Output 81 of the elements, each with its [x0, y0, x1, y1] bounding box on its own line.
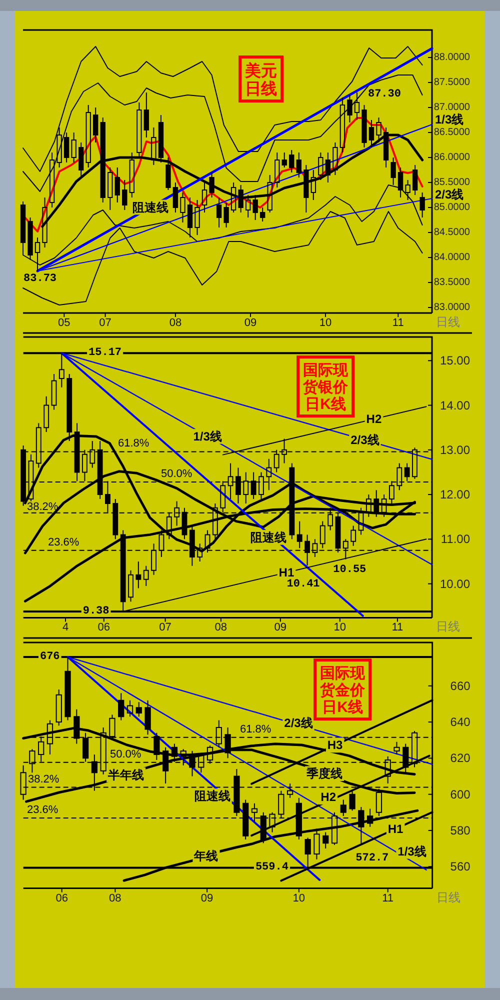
- y-tick-label: 84.0000: [434, 252, 470, 263]
- x-tick-label: 11: [392, 622, 404, 634]
- x-axis-title: 日线: [436, 620, 460, 634]
- annotation: 38.2%: [27, 500, 58, 513]
- x-tick-label: 07: [99, 317, 112, 329]
- y-tick-label: 86.0000: [434, 152, 470, 163]
- x-tick-label: 07: [159, 622, 172, 634]
- x-tick-label: 06: [56, 892, 68, 904]
- x-tick-label: 05: [58, 317, 70, 329]
- series-label: 阻速线: [132, 200, 169, 214]
- x-tick-label: 08: [169, 317, 182, 329]
- series-label: 1/3线: [435, 112, 464, 126]
- ref-line-label: 15.17: [88, 347, 122, 360]
- annotation: 87.30: [368, 88, 401, 100]
- y-tick-label: 83.5000: [434, 277, 470, 288]
- x-tick-label: 09: [200, 892, 214, 904]
- series-label: H2: [366, 412, 382, 426]
- ref-line-label: 676: [40, 650, 60, 663]
- y-tick-label: 560: [450, 860, 471, 874]
- series-label: 2/3线: [350, 433, 380, 448]
- x-tick-label: 11: [392, 317, 404, 329]
- x-tick-label: 09: [274, 622, 287, 634]
- y-tick-label: 580: [450, 823, 471, 838]
- y-tick-label: 85.5000: [434, 177, 470, 188]
- annotation: 23.6%: [27, 804, 58, 816]
- y-tick-label: 640: [450, 715, 471, 730]
- series-label: 年线: [193, 848, 218, 863]
- x-tick-label: 08: [214, 622, 228, 634]
- annotation: 23.6%: [48, 536, 80, 548]
- x-tick-label: 10: [334, 622, 346, 634]
- annotation: 572.7: [356, 852, 389, 865]
- annotation: 50.0%: [161, 468, 192, 480]
- ref-line-label: 9.38: [82, 605, 110, 618]
- text: 美元日线: [244, 61, 277, 98]
- series-label: 1/3线: [398, 844, 426, 858]
- ref-line-label: 559.4: [255, 862, 289, 874]
- y-tick-label: 620: [450, 751, 471, 766]
- y-tick-label: 84.5000: [434, 227, 470, 238]
- y-tick-label: 88.0000: [434, 52, 470, 63]
- y-tick-label: 14.00: [440, 398, 470, 412]
- x-tick-label: 08: [109, 892, 122, 904]
- series-label: 季度线: [306, 766, 343, 781]
- y-tick-label: 10.00: [440, 576, 470, 591]
- series-label: H2: [320, 790, 336, 804]
- x-tick-label: 11: [382, 892, 394, 904]
- y-tick-label: 660: [450, 678, 471, 693]
- series-label: 2/3线: [284, 716, 313, 730]
- series-label: H1: [388, 822, 404, 836]
- y-tick-label: 87.0000: [434, 102, 470, 113]
- x-axis-title: 日线: [436, 890, 460, 904]
- series-label: 阻速线: [194, 788, 230, 803]
- x-axis-title: 日线: [436, 315, 460, 329]
- series-label: H1: [278, 565, 294, 580]
- y-tick-label: 11.00: [440, 532, 470, 546]
- annotation: 10.41: [286, 578, 320, 590]
- annotation: 61.8%: [118, 438, 150, 450]
- y-tick-label: 13.00: [440, 442, 470, 457]
- annotation: 50.0%: [110, 748, 142, 760]
- y-tick-label: 12.00: [440, 488, 470, 502]
- y-tick-label: 83.0000: [434, 302, 470, 313]
- series-label: 半年线: [107, 768, 144, 782]
- annotation: 83.73: [24, 273, 57, 285]
- annotation: 38.2%: [28, 773, 60, 786]
- x-tick-label: 09: [244, 317, 257, 329]
- x-tick-label: 10: [319, 317, 332, 329]
- x-tick-label: 4: [62, 622, 69, 634]
- y-tick-label: 600: [450, 787, 471, 802]
- x-tick-label: 10: [292, 892, 306, 904]
- series-label: H3: [327, 738, 344, 752]
- series-label: 阻速线: [250, 530, 286, 544]
- y-tick-label: 86.5000: [434, 127, 470, 138]
- annotation: 10.55: [333, 564, 367, 576]
- y-tick-label: 15.00: [440, 354, 470, 368]
- series-label: 2/3线: [435, 188, 464, 202]
- y-tick-label: 85.0000: [434, 202, 470, 213]
- series-label: 1/3线: [193, 429, 222, 444]
- text: 国际现货金价日K线: [319, 665, 366, 716]
- annotation: 61.8%: [240, 723, 272, 736]
- x-tick-label: 06: [98, 622, 110, 634]
- text: 国际现货银价日K线: [302, 362, 349, 413]
- y-tick-label: 87.5000: [434, 77, 470, 88]
